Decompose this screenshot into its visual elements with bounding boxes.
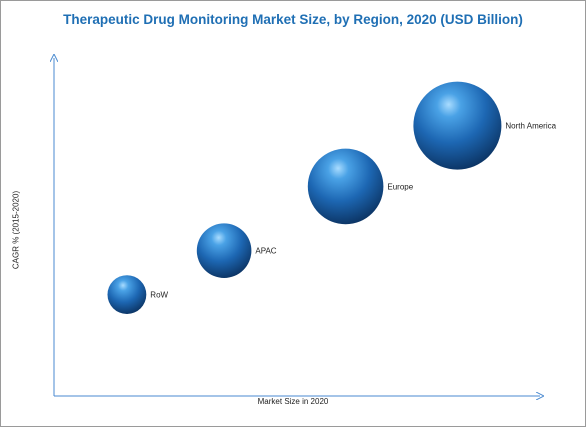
bubble-label-europe: Europe [387,182,413,191]
y-axis-label: CAGR % (2015-2020) [11,190,21,270]
bubble-label-row: RoW [150,291,168,300]
x-axis-label: Market Size in 2020 [257,397,329,406]
bubble-north-america [413,81,502,170]
bubble-label-apac: APAC [255,247,276,256]
chart-title: Therapeutic Drug Monitoring Market Size,… [63,12,523,27]
bubble-apac [196,223,252,278]
bubble-row [107,275,147,314]
bubble-europe [307,148,384,225]
bubble-label-north-america: North America [505,122,556,131]
bubble-series: RoW APAC Europe North America [107,81,557,314]
